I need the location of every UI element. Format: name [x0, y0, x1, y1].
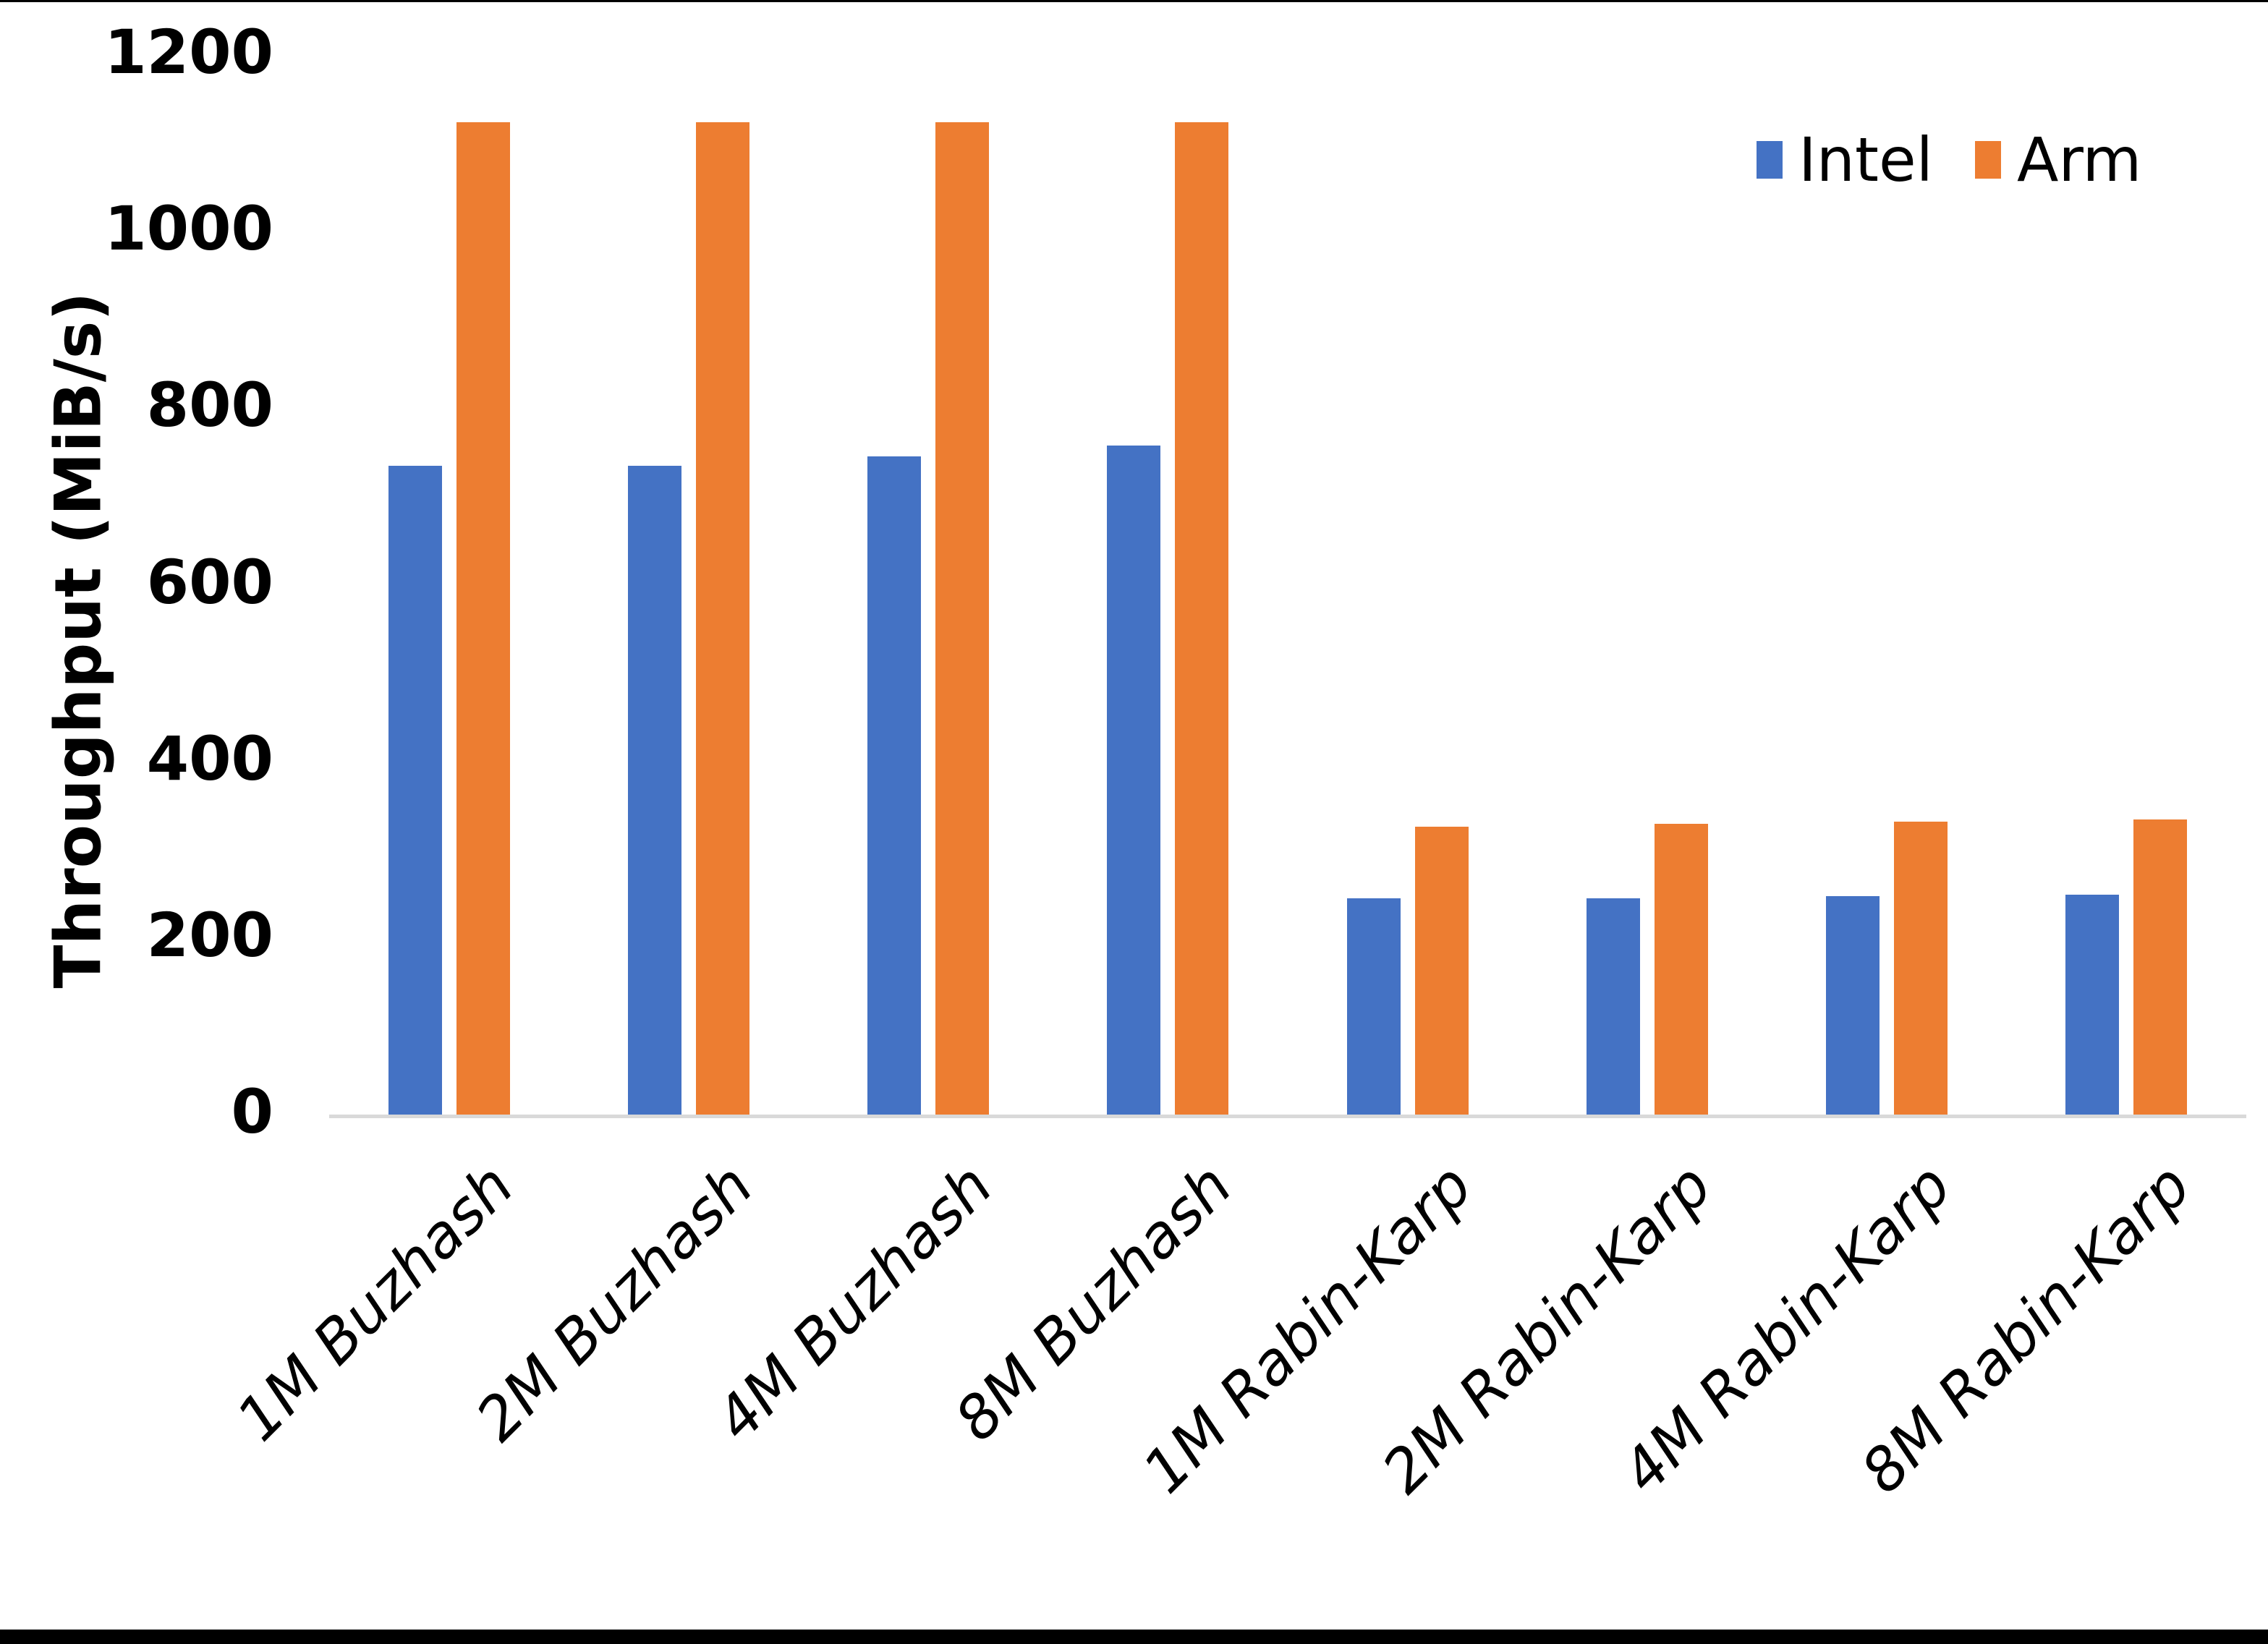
bar-intel-7	[1826, 896, 1880, 1115]
bar-intel-6	[1586, 898, 1640, 1115]
legend-label-intel: Intel	[1798, 124, 1933, 195]
bar-arm-2	[695, 122, 749, 1115]
legend: Intel Arm	[1757, 124, 2141, 195]
bar-arm-3	[935, 122, 990, 1115]
legend-swatch-intel	[1757, 141, 1783, 179]
bar-intel-5	[1346, 898, 1401, 1115]
y-tick-label-1200: 1200	[104, 17, 273, 88]
top-border	[0, 0, 2268, 2]
y-tick-label-0: 0	[231, 1076, 273, 1148]
bar-arm-5	[1414, 827, 1469, 1115]
legend-item-intel: Intel	[1757, 124, 1933, 195]
legend-swatch-arm	[1974, 141, 2001, 179]
x-category-label-1: 1M Buzhash	[224, 1151, 527, 1455]
bar-arm-1	[456, 122, 510, 1115]
bar-intel-4	[1107, 445, 1161, 1115]
bar-arm-6	[1654, 824, 1708, 1115]
y-tick-label-600: 600	[146, 546, 273, 618]
legend-label-arm: Arm	[2016, 124, 2142, 195]
bar-intel-3	[867, 456, 922, 1115]
y-tick-label-400: 400	[146, 723, 273, 794]
bar-arm-8	[2133, 819, 2188, 1115]
bottom-border	[0, 1630, 2268, 1644]
y-tick-label-800: 800	[146, 370, 273, 441]
bar-arm-7	[1894, 821, 1948, 1115]
bar-intel-8	[2065, 895, 2120, 1115]
bar-arm-4	[1175, 122, 1229, 1115]
bar-intel-2	[627, 465, 681, 1115]
y-tick-label-1000: 1000	[104, 193, 273, 265]
y-tick-label-200: 200	[146, 899, 273, 971]
legend-item-arm: Arm	[1974, 124, 2142, 195]
x-axis-line	[329, 1115, 2246, 1118]
bar-intel-1	[388, 465, 442, 1115]
